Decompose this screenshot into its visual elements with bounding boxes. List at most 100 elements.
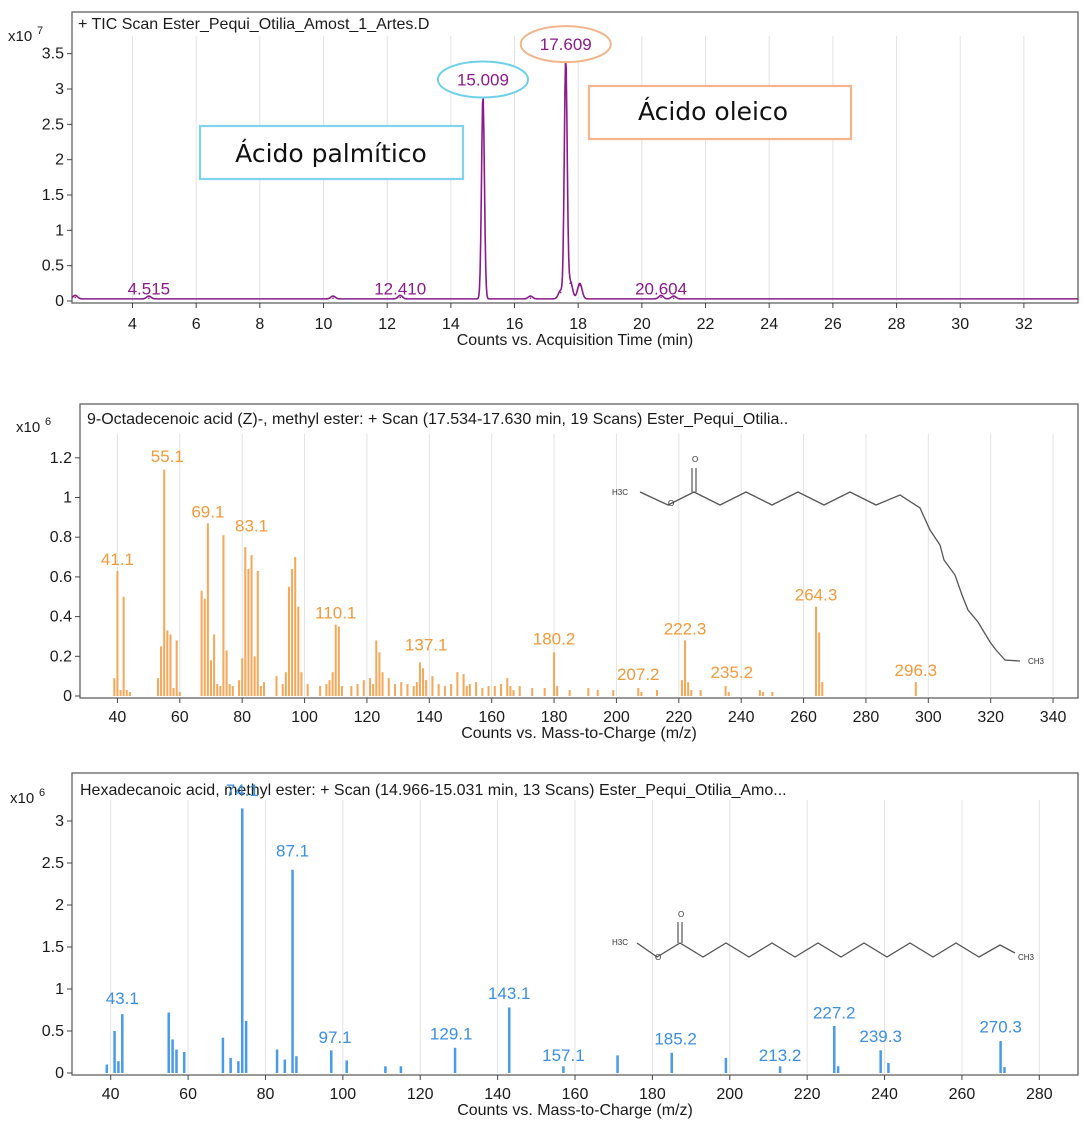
- spectrum-bar: [171, 1039, 174, 1073]
- spectrum-bar: [356, 684, 359, 696]
- x-tick-label: 200: [716, 1086, 743, 1103]
- spectrum-bar: [125, 690, 128, 696]
- callout-label: Ácido oleico: [638, 97, 788, 126]
- spectrum-bar: [228, 684, 231, 696]
- x-tick-label: 180: [639, 1086, 666, 1103]
- spectrum-bar: [256, 570, 259, 696]
- spectrum-bar: [761, 692, 765, 696]
- callout-label: Ácido palmítico: [235, 139, 427, 168]
- molecule-structure: H3C O O CH3: [612, 910, 1035, 962]
- callout-box: [198, 124, 465, 181]
- spectrum-bar: [345, 1060, 348, 1073]
- spectrum-bar: [300, 672, 303, 696]
- spectrum-bar: [209, 660, 213, 696]
- spectrum-bar: [178, 692, 181, 696]
- callout-box: [587, 84, 853, 141]
- x-tick-label: 160: [562, 1086, 589, 1103]
- chart-panel-2: 0 0.2 0.4 0.6 0.8 1 1.2 40 60 80 100 120 140 160 180 20…: [16, 403, 1079, 742]
- spectrum-bar: [200, 590, 203, 696]
- spectrum-bar: [121, 1014, 124, 1073]
- x-axis-title: Counts vs. Mass-to-Charge (m/z): [457, 1102, 693, 1119]
- spectrum-bar: [468, 684, 471, 696]
- peak-label: 239.3: [859, 1027, 902, 1046]
- spectrum-bar: [821, 682, 824, 696]
- molecule-chain: [636, 942, 1016, 958]
- y-tick-label: 2: [55, 897, 64, 914]
- y-tick-label: 1: [63, 490, 72, 507]
- peak-point: [559, 291, 562, 294]
- spectrum-bar: [381, 672, 384, 696]
- spectrum-bar: [690, 690, 693, 696]
- spectrum-bar: [443, 686, 446, 696]
- spectrum-bar: [384, 1066, 387, 1073]
- spectrum-bar: [275, 1049, 279, 1073]
- spectrum-bar: [612, 690, 615, 696]
- y-tick-label: 2.5: [42, 116, 64, 133]
- spectrum-bar: [295, 1056, 298, 1073]
- spectrum-bar: [160, 646, 163, 696]
- y-tick-label: 0.5: [42, 258, 64, 275]
- spectrum-bar: [475, 682, 478, 696]
- y-tick-label: 0.5: [42, 1023, 64, 1040]
- spectrum-bar: [453, 1047, 457, 1073]
- spectrum-bar: [325, 684, 328, 696]
- spectrum-bar: [562, 1066, 565, 1073]
- spectrum-bar: [412, 686, 415, 696]
- peak-highlight-ellipse: [519, 25, 612, 64]
- spectrum-bar: [306, 684, 309, 696]
- x-tick-label: 14: [442, 316, 460, 333]
- spectrum-bar: [456, 672, 459, 696]
- spectrum-bar: [393, 684, 397, 696]
- peak-point: [578, 284, 581, 287]
- peak-label: 20.604: [635, 280, 687, 299]
- chart-panel-3: 0 0.5 1 1.5 2 2.5 3 40 60 80 100 120 140 160 180 200 220…: [10, 772, 1079, 1119]
- spectrum-bar: [229, 1057, 232, 1073]
- spectrum-bar: [415, 682, 418, 696]
- x-tick-label: 200: [603, 709, 630, 726]
- x-tick-label: 32: [1015, 316, 1033, 333]
- spectrum-bar: [203, 598, 206, 696]
- molecule-chain: [639, 491, 1021, 662]
- spectrum-bar: [556, 686, 559, 696]
- spectrum-bar: [509, 686, 512, 696]
- x-tick-label: 160: [478, 709, 505, 726]
- x-tick-label: 60: [171, 709, 189, 726]
- spectrum-bar: [378, 652, 381, 696]
- x-tick-label: 20: [633, 316, 651, 333]
- spectrum-bar: [450, 684, 453, 696]
- y-tick-label: 3.5: [42, 46, 64, 63]
- chart-panel-1: 0 0.5 1 1.5 2 2.5 3 3.5 4 6 8 10 12 14 16 18 20 22 24 26 28 3…: [8, 11, 1079, 349]
- y-tick-label: 3: [55, 81, 64, 98]
- y-tick-label: 1.2: [50, 450, 72, 467]
- spectrum-bar: [116, 570, 119, 696]
- atom-label-ester-o: O: [655, 953, 661, 962]
- x-tick-label: 30: [951, 316, 969, 333]
- x-tick-label: 40: [102, 1086, 120, 1103]
- spectrum-bar: [163, 469, 166, 696]
- peak-highlight-ellipse: [436, 60, 529, 99]
- x-tick-label: 280: [1026, 1086, 1053, 1103]
- spectrum-bar: [362, 680, 365, 696]
- peak-label: 180.2: [533, 629, 576, 648]
- spectrum-bar: [637, 688, 640, 696]
- peak-label: 264.3: [795, 586, 838, 605]
- x-tick-label: 220: [665, 709, 692, 726]
- y-tick-label: 0.6: [50, 569, 72, 586]
- atom-label-carbonyl-o: O: [678, 910, 684, 919]
- spectrum-bar: [225, 650, 228, 696]
- spectrum-bar: [680, 680, 683, 696]
- spectrum-bar: [399, 1066, 403, 1073]
- x-tick-label: 320: [977, 709, 1004, 726]
- spectrum-bar: [587, 688, 590, 696]
- spectrum-bar: [319, 686, 322, 696]
- spectrum-bar: [422, 668, 425, 696]
- x-tick-label: 26: [824, 316, 842, 333]
- spectrum-bar: [512, 690, 515, 696]
- x-tick-label: 10: [315, 316, 333, 333]
- spectrum-bar: [818, 632, 821, 696]
- x-tick-label: 100: [291, 709, 318, 726]
- peak-label: 270.3: [979, 1018, 1022, 1037]
- y-tick-label: 1: [55, 222, 64, 239]
- spectrum-bar: [596, 690, 599, 696]
- spectrum-bar: [531, 688, 534, 696]
